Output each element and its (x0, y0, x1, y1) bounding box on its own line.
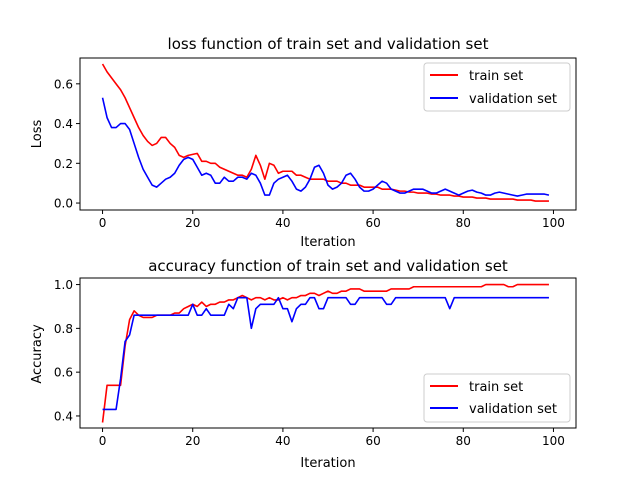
accuracy-y-tick-label: 0.8 (54, 322, 73, 336)
accuracy-y-tick-label: 0.4 (54, 409, 73, 423)
loss-axes-frame (79, 57, 577, 211)
accuracy-subplot: accuracy function of train set and valid… (30, 257, 577, 471)
accuracy-legend-train-label: train set (469, 380, 523, 395)
loss-y-tick-label: 0.0 (54, 197, 73, 211)
loss-x-axis-label: Iteration (300, 235, 355, 250)
accuracy-y-tick-label: 0.6 (54, 366, 73, 380)
loss-legend-frame (423, 62, 571, 112)
loss-subplot: loss function of train set and validatio… (30, 35, 577, 250)
loss-y-tick-label: 0.2 (54, 157, 73, 171)
loss-x-tick-label: 60 (365, 216, 380, 230)
accuracy-y-tick-label: 1.0 (54, 278, 73, 292)
accuracy-y-axis-label: Accuracy (30, 324, 45, 384)
loss-legend-train-label: train set (469, 69, 523, 84)
loss-chart-title: loss function of train set and validatio… (168, 35, 489, 53)
accuracy-chart-title: accuracy function of train set and valid… (148, 257, 508, 275)
accuracy-legend: train set validation set (423, 373, 571, 423)
loss-series-validation-line (101, 97, 550, 197)
loss-plot-area: 0 20 40 60 80 100 0.0 0.2 0.4 0.6 (54, 57, 577, 230)
loss-legend: train set validation set (423, 62, 571, 112)
accuracy-x-tick-label: 80 (456, 434, 471, 448)
accuracy-plot-area: 0 20 40 60 80 100 0.4 0.6 0.8 1.0 (54, 277, 577, 448)
accuracy-axes-frame (79, 277, 577, 429)
loss-x-tick-label: 20 (185, 216, 200, 230)
accuracy-x-axis-label: Iteration (300, 456, 355, 471)
loss-y-tick-label: 0.4 (54, 117, 73, 131)
accuracy-x-tick-label: 100 (542, 434, 565, 448)
accuracy-x-tick-label: 0 (99, 434, 107, 448)
accuracy-legend-frame (423, 373, 571, 423)
loss-x-tick-label: 100 (542, 216, 565, 230)
accuracy-x-tick-label: 40 (275, 434, 290, 448)
loss-legend-validation-label: validation set (469, 92, 557, 107)
accuracy-series-validation-line (102, 296, 549, 411)
loss-y-tick-label: 0.6 (54, 77, 73, 91)
accuracy-x-tick-label: 60 (365, 434, 380, 448)
loss-x-tick-label: 40 (275, 216, 290, 230)
loss-x-tick-label: 80 (456, 216, 471, 230)
accuracy-series-train-line (101, 283, 549, 423)
loss-x-tick-label: 0 (99, 216, 107, 230)
accuracy-x-tick-label: 20 (185, 434, 200, 448)
loss-y-axis-label: Loss (30, 120, 45, 149)
accuracy-legend-validation-label: validation set (469, 402, 557, 417)
